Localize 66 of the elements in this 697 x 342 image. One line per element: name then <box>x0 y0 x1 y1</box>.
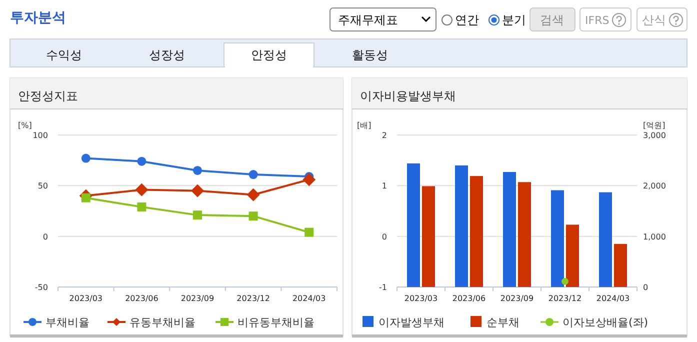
y-tick-label: 1 <box>382 182 387 191</box>
text: 산식 <box>642 13 666 27</box>
x-tick-label: 2024/03 <box>596 294 630 303</box>
x-tick-label: 2023/12 <box>236 294 270 303</box>
bar <box>518 182 531 287</box>
text: 검색 <box>540 13 564 27</box>
y2-tick-label: 1,000 <box>643 232 666 242</box>
x-tick-label: 2023/12 <box>548 294 582 303</box>
y2-tick-label: 3,000 <box>643 131 666 140</box>
y-tick-label: 2 <box>382 131 387 140</box>
chart-title: 이자비용발생부채 <box>360 89 456 103</box>
legend-label: 순부채 <box>486 316 520 329</box>
bar <box>407 163 420 287</box>
point <box>193 166 202 175</box>
point <box>304 228 314 237</box>
y-tick-label: -1 <box>379 283 387 292</box>
point <box>135 183 148 196</box>
text: 분기 <box>502 13 526 27</box>
y2-axis-title: [억원] <box>643 121 666 130</box>
point <box>302 173 316 186</box>
point <box>246 188 260 202</box>
bar <box>503 172 516 287</box>
text: 주재무제표 <box>338 13 398 27</box>
legend-label: 이자발생부채 <box>378 316 444 329</box>
y-tick-label: 0 <box>42 232 48 242</box>
text: 안정성 <box>251 48 287 62</box>
text: 연간 <box>455 13 479 27</box>
legend-label: 이자보상배율(좌) <box>562 316 648 329</box>
point <box>81 154 90 163</box>
y2-tick-label: 2,000 <box>643 182 666 191</box>
point <box>248 212 258 221</box>
bar <box>470 176 483 287</box>
point <box>191 184 204 198</box>
bar <box>614 244 627 287</box>
y-axis-title: [%] <box>18 121 32 130</box>
text: 성장성 <box>149 48 185 62</box>
chart-title: 안정성지표 <box>18 89 78 103</box>
legend-label: 비유동부채비율 <box>238 316 314 329</box>
text: IFRS <box>585 14 610 27</box>
bar <box>551 190 564 287</box>
y2-tick-label: 0 <box>643 283 648 292</box>
point <box>248 170 258 180</box>
text: 투자분석 <box>10 10 66 26</box>
y-tick-label: 0 <box>382 232 387 242</box>
y-axis-title: [배] <box>357 121 372 130</box>
x-tick-label: 2024/03 <box>292 294 326 303</box>
x-tick-label: 2023/06 <box>125 294 158 303</box>
bar <box>422 186 435 287</box>
bar <box>599 192 612 287</box>
y-tick-label: 50 <box>38 182 48 191</box>
x-tick-label: 2023/03 <box>69 294 103 303</box>
text: 활동성 <box>352 48 388 62</box>
x-tick-label: 2023/09 <box>180 294 214 303</box>
x-tick-label: 2023/06 <box>452 294 486 303</box>
text: 수익성 <box>46 48 82 62</box>
bar <box>455 165 468 287</box>
bar <box>566 224 579 287</box>
point <box>137 156 146 166</box>
point <box>193 210 202 220</box>
y-tick-label: 100 <box>32 131 48 140</box>
y-tick-label: -50 <box>34 283 48 292</box>
x-tick-label: 2023/09 <box>500 294 534 303</box>
legend-label: 유동부채비율 <box>130 316 196 329</box>
legend-label: 부채비율 <box>46 316 90 329</box>
point <box>137 202 146 212</box>
x-tick-label: 2023/03 <box>404 294 438 303</box>
